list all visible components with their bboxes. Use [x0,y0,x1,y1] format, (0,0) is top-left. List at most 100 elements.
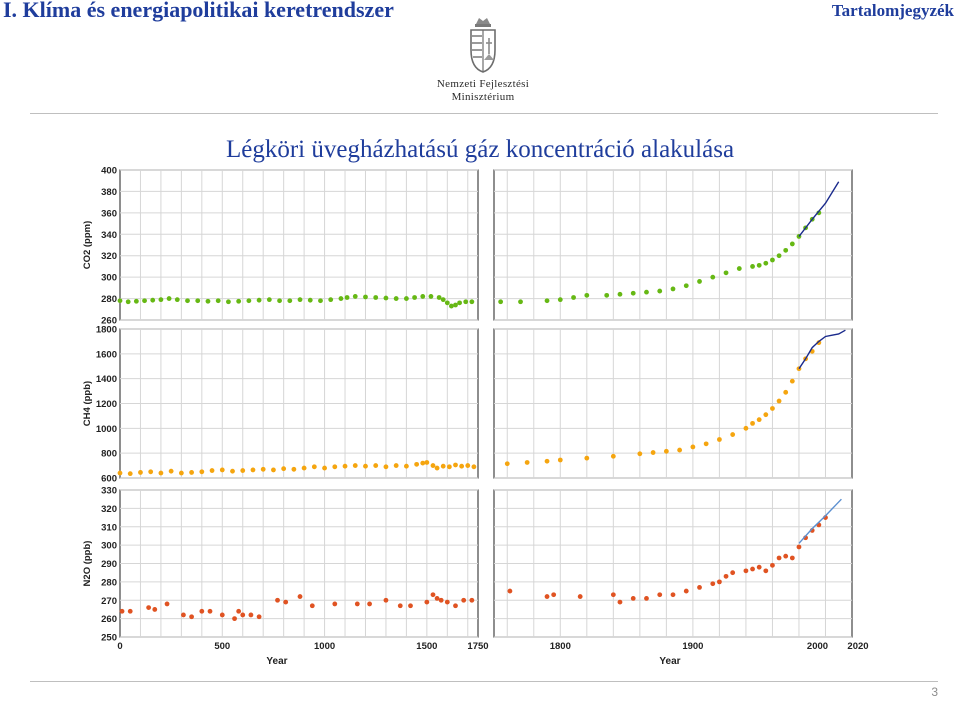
co2-data-point [246,298,252,304]
co2-data-point [457,300,462,306]
ch4-data-point [446,464,452,470]
co2-data-point [412,295,417,300]
n2o-data-point [207,608,213,614]
ch4-data-point [690,444,696,450]
co2-data-point [444,300,450,306]
ch4-data-point [240,468,246,473]
ch4-ytick-label: 800 [101,449,117,460]
n2o-data-point [717,579,722,585]
ch4-data-point [557,457,563,463]
co2-data-point [236,298,242,304]
co2-data-point [205,298,211,304]
ch4-data-point [677,447,683,453]
n2o-data-point [256,614,262,620]
co2-data-point [420,294,426,299]
ch4-data-point [743,425,749,431]
ch4-data-point [158,470,164,476]
co2-data-point [449,303,454,309]
co2-data-point [338,296,344,301]
n2o-data-point [309,603,315,609]
ch4-data-point [301,465,307,471]
co2-data-point [469,299,475,305]
ch4-data-point [291,466,297,472]
ch4-data-point [250,467,256,473]
ch4-data-point [271,467,276,473]
ch4-ytick-label: 1400 [96,374,117,385]
n2o-data-point [743,568,749,574]
ch4-data-point [127,471,133,477]
co2-data-point [256,297,262,303]
n2o-data-point [730,570,736,576]
co2-y-axis-label: CO2 (ppm) [82,221,93,270]
ch4-data-point [430,463,436,468]
ch4-data-point [209,468,215,473]
n2o-data-point [146,605,152,610]
ch4-data-point [730,432,736,437]
co2-data-point [463,299,469,305]
ch4-data-point [178,470,184,476]
n2o-ytick-label: 280 [101,577,117,588]
n2o-data-point [469,597,475,603]
ch4-data-point [363,463,368,469]
n2o-data-point [577,594,583,599]
ch4-data-point [424,460,430,465]
ch4-data-point [650,450,656,455]
co2-ytick-label: 280 [101,294,117,305]
n2o-data-point [283,599,289,605]
n2o-data-point [783,553,789,559]
n2o-data-point [240,612,246,618]
n2o-ytick-label: 300 [101,541,117,552]
ch4-ytick-label: 1800 [96,325,117,336]
ch4-ytick-label: 1600 [96,349,117,360]
ch4-data-point [770,406,775,411]
ch4-data-point [717,437,722,442]
n2o-data-point [434,596,440,601]
ch4-data-point [373,463,379,468]
co2-data-point [770,257,775,263]
ch4-data-point [342,463,348,469]
co2-data-point [584,292,590,298]
co2-data-point [776,253,782,259]
n2o-ytick-label: 330 [101,486,117,497]
n2o-data-point [189,614,195,620]
ch4-data-point [637,451,643,457]
ch4-modern-line [798,329,846,370]
ch4-data-point [148,469,154,475]
n2o-data-point [683,588,689,594]
co2-ytick-label: 320 [101,251,117,262]
table-of-contents-link[interactable]: Tartalomjegyzék [831,1,954,20]
co2-data-point [125,299,131,305]
x-tick-label: 1000 [314,641,335,652]
n2o-data-point [354,601,360,607]
co2-data-point [318,298,323,304]
co2-data-point [657,288,663,294]
co2-data-point [440,297,446,303]
x-tick-label: 1900 [682,641,703,652]
n2o-y-axis-label: N2O (ppb) [82,541,93,587]
n2o-data-point [332,601,338,607]
co2-data-point [277,298,282,304]
co2-data-point [142,298,147,304]
ch4-data-point [383,464,389,470]
co2-ytick-label: 400 [101,166,117,177]
ch4-data-point [117,470,123,476]
ch4-data-point [322,465,327,471]
co2-data-point [518,299,523,305]
n2o-ytick-label: 320 [101,504,117,515]
ch4-data-point [420,460,426,466]
n2o-data-point [544,594,550,599]
co2-data-point [670,286,676,292]
n2o-data-point [630,596,636,601]
n2o-data-point [461,597,467,603]
co2-data-point [404,296,409,301]
n2o-data-point [248,612,254,618]
co2-data-point [644,289,649,295]
n2o-data-point [756,564,762,570]
co2-ytick-label: 380 [101,187,117,198]
n2o-ytick-label: 260 [101,614,117,625]
page-title: I. Klíma és energiapolitikai keretrendsz… [3,0,394,22]
ch4-data-point [434,465,440,471]
ch4-data-point [352,463,358,468]
co2-data-point [117,298,123,304]
